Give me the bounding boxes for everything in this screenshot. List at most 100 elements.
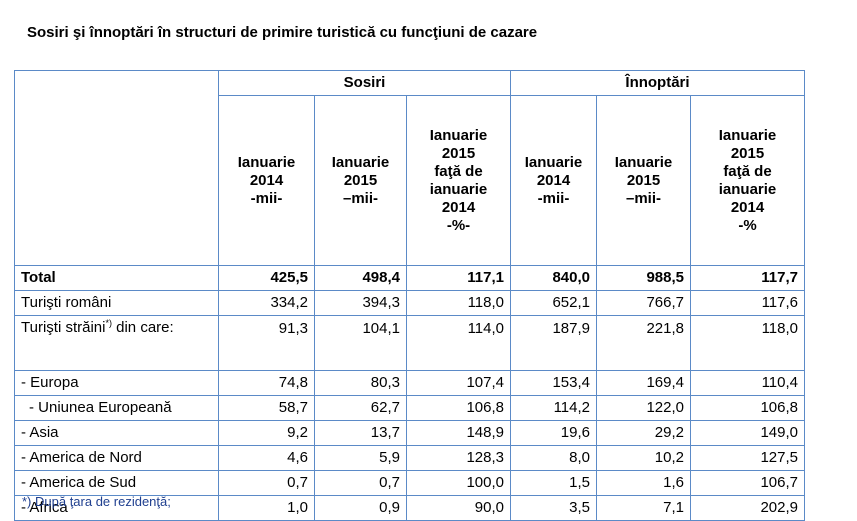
column-header-line: 2015: [626, 171, 661, 189]
row-label-text: - Africa: [21, 499, 68, 516]
row-label-text: Total: [21, 269, 56, 286]
table-cell: 988,5: [596, 265, 691, 291]
column-header: Ianuarie 2015 –mii-: [314, 95, 407, 266]
table-cell: 107,4: [406, 370, 511, 396]
column-header-line: 2015: [730, 144, 765, 162]
table-row: - America de Nord 4,6 5,9 128,3 8,0 10,2 127,5: [14, 445, 805, 471]
table-cell: 334,2: [218, 290, 315, 316]
table-row: Total 425,5 498,4 117,1 840,0 988,5 117,7: [14, 265, 805, 291]
table-title: Sosiri şi înnoptări în structuri de prim…: [27, 24, 538, 41]
group-header-row: Sosiri Înnoptări: [14, 70, 805, 266]
table-cell: 425,5: [218, 265, 315, 291]
column-header-line: Ianuarie: [524, 153, 583, 171]
table-cell: 100,0: [406, 470, 511, 496]
column-header-line: 2014: [730, 198, 765, 216]
table-cell: 106,8: [690, 395, 805, 421]
column-header: Ianuarie 2014 -mii-: [218, 95, 315, 266]
table-row: Turişti străini*) din care: 91,3 104,1 114,…: [14, 315, 805, 371]
table-cell: 117,7: [690, 265, 805, 291]
group-header-sosiri: Sosiri: [218, 70, 511, 96]
column-header-line: ianuarie: [429, 180, 488, 198]
column-header-line: 2014: [441, 198, 476, 216]
column-header: Ianuarie 2015 –mii-: [596, 95, 691, 266]
row-label: - America de Nord: [14, 445, 219, 471]
column-header-line: Ianuarie: [718, 126, 777, 144]
table-cell: 117,6: [690, 290, 805, 316]
table-cell: 104,1: [314, 315, 407, 371]
column-header-line: Ianuarie: [331, 153, 390, 171]
column-header-row: Ianuarie 2014 -mii- Ianuarie 2015 –mii- Ianuar…: [15, 95, 805, 266]
table-row: Turişti români 334,2 394,3 118,0 652,1 766,7 1…: [14, 290, 805, 316]
table-body: Total 425,5 498,4 117,1 840,0 988,5 117,7 Turiş…: [14, 265, 805, 521]
column-header-line: -mii-: [250, 189, 283, 207]
table-cell: 118,0: [690, 315, 805, 371]
corner-cell: [14, 70, 219, 266]
column-header-line: faţă de: [723, 162, 772, 180]
column-header: Ianuarie 2015 faţă de ianuarie 2014 -%: [690, 95, 805, 266]
row-label-text: Turişti străini: [21, 319, 106, 336]
table-cell: 74,8: [218, 370, 315, 396]
table-cell: 127,5: [690, 445, 805, 471]
row-label-text: - America de Nord: [21, 449, 142, 466]
table-cell: 5,9: [314, 445, 407, 471]
group-header-innoptari: Înnoptări: [510, 70, 805, 96]
column-header-line: -mii-: [537, 189, 570, 207]
row-label: Turişti străini*) din care:: [14, 315, 219, 371]
table-cell: 498,4: [314, 265, 407, 291]
table-row: - Uniunea Europeană 58,7 62,7 106,8 114,2 122…: [14, 395, 805, 421]
column-header: Ianuarie 2015 faţă de ianuarie 2014 -%-: [406, 95, 511, 266]
row-label: Turişti români: [14, 290, 219, 316]
row-label-text: - Asia: [21, 424, 59, 441]
table-row: - Asia 9,2 13,7 148,9 19,6 29,2 149,0: [14, 420, 805, 446]
column-header-line: 2014: [536, 171, 571, 189]
table-cell: 0,7: [218, 470, 315, 496]
table-cell: 149,0: [690, 420, 805, 446]
table-cell: 13,7: [314, 420, 407, 446]
table-cell: 148,9: [406, 420, 511, 446]
data-table: Sosiri Înnoptări Ianuarie 2014 -mii- Ianuar…: [14, 70, 805, 521]
table-cell: 394,3: [314, 290, 407, 316]
table-cell: 4,6: [218, 445, 315, 471]
table-cell: 106,7: [690, 470, 805, 496]
table-cell: 114,0: [406, 315, 511, 371]
table-cell: 58,7: [218, 395, 315, 421]
table-cell: 62,7: [314, 395, 407, 421]
column-header-line: Ianuarie: [614, 153, 673, 171]
table-cell: 169,4: [596, 370, 691, 396]
row-label: - America de Sud: [14, 470, 219, 496]
table-cell: 128,3: [406, 445, 511, 471]
table-cell: 10,2: [596, 445, 691, 471]
table-cell: 9,2: [218, 420, 315, 446]
column-header-line: -%: [738, 216, 757, 234]
table-cell: 153,4: [510, 370, 597, 396]
footnote-marker: *): [105, 318, 112, 328]
table-cell: 91,3: [218, 315, 315, 371]
table-cell: 117,1: [406, 265, 511, 291]
row-label: - Asia: [14, 420, 219, 446]
column-header-line: –mii-: [342, 189, 378, 207]
table-cell: 19,6: [510, 420, 597, 446]
table-cell: 29,2: [596, 420, 691, 446]
row-label-text: - Europa: [21, 374, 79, 391]
table-cell: 106,8: [406, 395, 511, 421]
column-header-line: –mii-: [625, 189, 661, 207]
table-cell: 766,7: [596, 290, 691, 316]
column-header-line: ianuarie: [718, 180, 777, 198]
row-label-text: - America de Sud: [21, 474, 137, 491]
table-row: - America de Sud 0,7 0,7 100,0 1,5 1,6 106,7: [14, 470, 805, 496]
table-cell: 118,0: [406, 290, 511, 316]
column-header-line: 2014: [249, 171, 284, 189]
row-label: - Europa: [14, 370, 219, 396]
footnote: *) După ţara de rezidenţă;: [22, 494, 171, 509]
column-header-line: Ianuarie: [429, 126, 488, 144]
column-header-line: 2015: [343, 171, 378, 189]
table-cell: 110,4: [690, 370, 805, 396]
row-label-text: Turişti români: [21, 294, 112, 311]
table-row: - Europa 74,8 80,3 107,4 153,4 169,4 110,4: [14, 370, 805, 396]
column-header-line: faţă de: [434, 162, 483, 180]
row-label-text: - Uniunea Europeană: [29, 399, 172, 416]
table-cell: 652,1: [510, 290, 597, 316]
table-cell: 122,0: [596, 395, 691, 421]
column-header-line: -%-: [446, 216, 471, 234]
table-cell: 0,7: [314, 470, 407, 496]
